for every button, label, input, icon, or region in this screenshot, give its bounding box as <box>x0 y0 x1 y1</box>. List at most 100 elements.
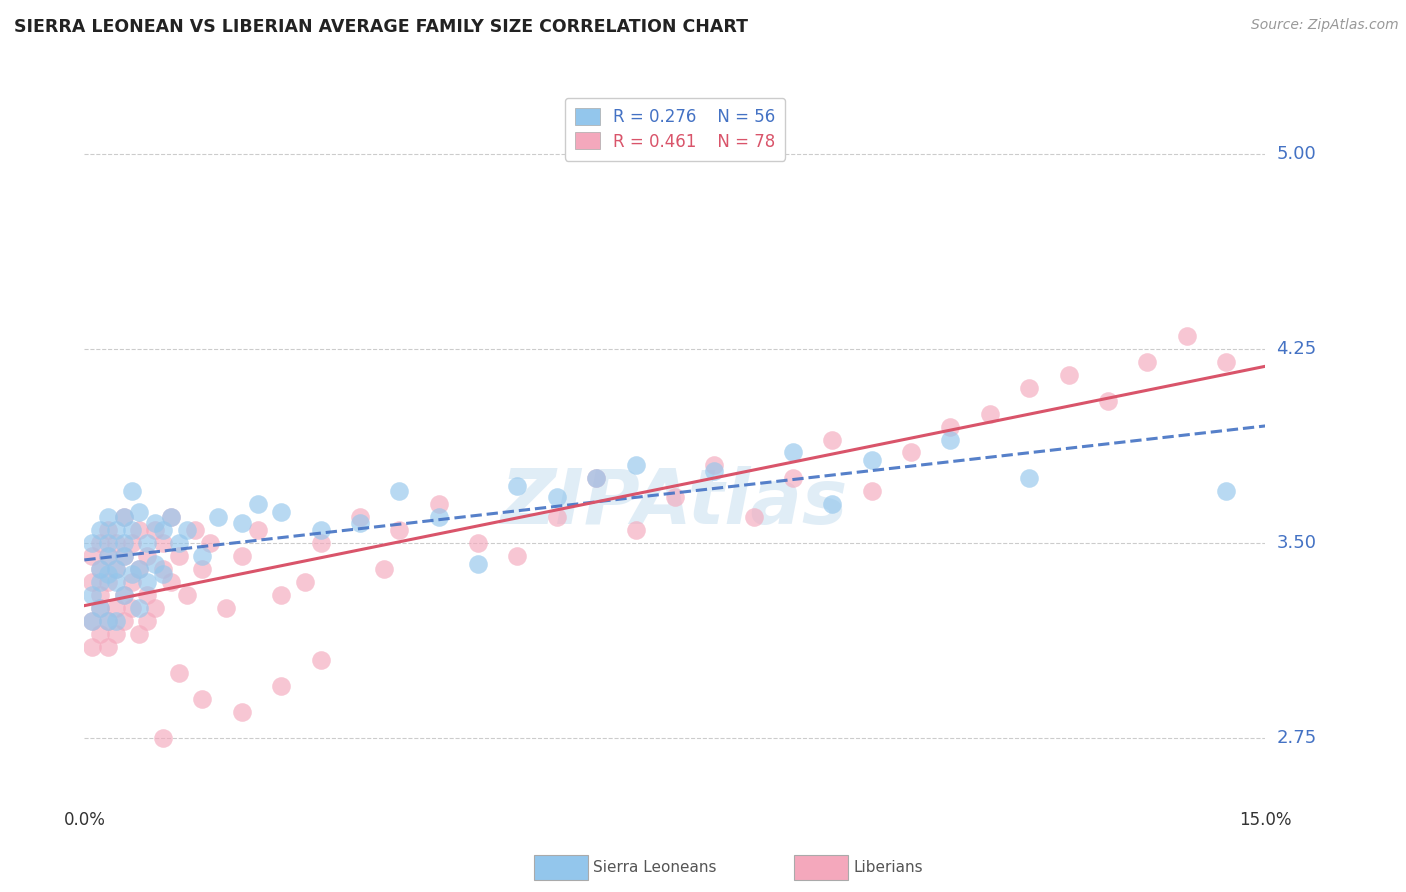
Point <box>506 549 529 564</box>
Point <box>546 510 568 524</box>
Text: Sierra Leoneans: Sierra Leoneans <box>593 861 717 875</box>
Point <box>128 627 150 641</box>
Point <box>104 562 127 576</box>
Text: ZIPAtlas: ZIPAtlas <box>501 467 849 540</box>
Point <box>207 510 229 524</box>
Point <box>506 479 529 493</box>
Point <box>89 601 111 615</box>
Point <box>82 614 104 628</box>
Text: SIERRA LEONEAN VS LIBERIAN AVERAGE FAMILY SIZE CORRELATION CHART: SIERRA LEONEAN VS LIBERIAN AVERAGE FAMIL… <box>14 18 748 36</box>
Point <box>664 490 686 504</box>
Text: 4.25: 4.25 <box>1277 340 1317 358</box>
Point <box>231 549 253 564</box>
Point <box>136 549 159 564</box>
Text: Liberians: Liberians <box>853 861 924 875</box>
Point <box>97 549 120 564</box>
Point <box>143 516 166 530</box>
Point <box>97 614 120 628</box>
Point <box>585 471 607 485</box>
Point <box>104 536 127 550</box>
Point <box>112 614 135 628</box>
Point <box>160 510 183 524</box>
Point <box>939 433 962 447</box>
Point <box>152 562 174 576</box>
Point <box>89 562 111 576</box>
Point <box>200 536 222 550</box>
Point <box>136 536 159 550</box>
Point <box>1097 393 1119 408</box>
Text: 2.75: 2.75 <box>1277 729 1317 747</box>
Point <box>1018 381 1040 395</box>
Text: 5.00: 5.00 <box>1277 145 1316 163</box>
Point <box>270 679 292 693</box>
Point <box>546 490 568 504</box>
Point <box>860 484 883 499</box>
Point <box>1136 354 1159 368</box>
Point <box>89 575 111 590</box>
Point <box>121 484 143 499</box>
Point <box>89 524 111 538</box>
Point <box>782 471 804 485</box>
Point <box>821 433 844 447</box>
Point <box>585 471 607 485</box>
Point <box>121 575 143 590</box>
Point <box>191 692 214 706</box>
Point <box>82 575 104 590</box>
Point <box>89 536 111 550</box>
Point <box>143 601 166 615</box>
Point <box>742 510 765 524</box>
Point <box>1018 471 1040 485</box>
Point <box>821 497 844 511</box>
Point <box>191 549 214 564</box>
Point <box>112 510 135 524</box>
Point <box>97 536 120 550</box>
Point <box>143 524 166 538</box>
Point <box>246 524 269 538</box>
Point <box>388 524 411 538</box>
Point <box>191 562 214 576</box>
Point <box>104 575 127 590</box>
Point <box>939 419 962 434</box>
Point <box>136 588 159 602</box>
Point <box>97 575 120 590</box>
Point <box>270 505 292 519</box>
Point <box>112 588 135 602</box>
Point <box>82 588 104 602</box>
Point <box>1215 354 1237 368</box>
Point <box>373 562 395 576</box>
Point <box>309 524 332 538</box>
Point <box>82 614 104 628</box>
Point <box>176 588 198 602</box>
Point <box>128 562 150 576</box>
Point <box>97 510 120 524</box>
Point <box>294 575 316 590</box>
Point <box>121 524 143 538</box>
Point <box>176 524 198 538</box>
Point <box>467 536 489 550</box>
Point <box>97 614 120 628</box>
Point <box>128 562 150 576</box>
Point <box>121 536 143 550</box>
Point <box>121 567 143 582</box>
Point <box>152 567 174 582</box>
Point <box>183 524 205 538</box>
Point <box>104 562 127 576</box>
Point <box>89 588 111 602</box>
Point <box>1175 328 1198 343</box>
Point <box>231 705 253 719</box>
Point <box>82 536 104 550</box>
Point <box>97 524 120 538</box>
Point <box>152 731 174 745</box>
Point <box>427 510 450 524</box>
Point <box>82 549 104 564</box>
Point <box>349 516 371 530</box>
Point <box>979 407 1001 421</box>
Point <box>104 627 127 641</box>
Point <box>167 536 190 550</box>
Point <box>703 458 725 473</box>
Point <box>246 497 269 511</box>
Point <box>782 445 804 459</box>
Point <box>143 557 166 571</box>
Point <box>388 484 411 499</box>
Point <box>215 601 238 615</box>
